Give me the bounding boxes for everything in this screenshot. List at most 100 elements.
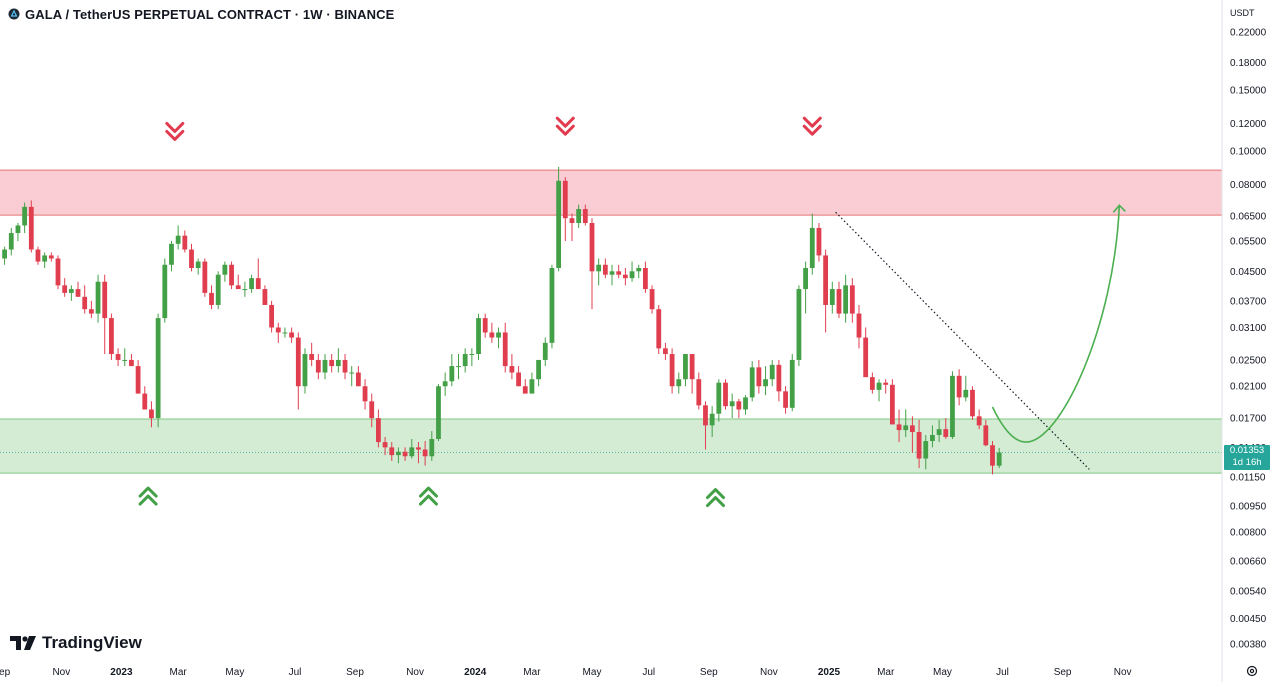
candle-body	[282, 332, 288, 334]
chevron-stroke	[705, 496, 725, 508]
candle	[109, 313, 114, 360]
candle-body	[803, 267, 808, 290]
time-tick-label: Jul	[996, 667, 1009, 678]
price-tick-label: 0.10000	[1230, 146, 1267, 157]
candle-body	[456, 366, 461, 368]
candle-body	[396, 451, 401, 456]
candle-body	[309, 354, 315, 360]
candle	[542, 337, 548, 367]
candle-body	[88, 309, 94, 314]
time-tick-label: Sep	[0, 667, 11, 678]
candle	[489, 322, 495, 343]
candle-body	[35, 249, 41, 262]
candle-body	[809, 227, 815, 268]
candle-body	[916, 432, 922, 459]
candle-body	[462, 354, 468, 367]
candle-body	[963, 389, 969, 398]
double-chevron-down-icon	[802, 116, 822, 136]
chevron-stroke	[418, 494, 438, 506]
candle-body	[930, 434, 935, 442]
candle	[162, 258, 168, 323]
candle-body	[683, 354, 688, 380]
candle	[422, 441, 428, 466]
candle	[95, 274, 101, 323]
candle-body	[109, 318, 114, 355]
candle-body	[903, 425, 909, 431]
double-chevron-down-icon	[555, 116, 575, 136]
candle	[883, 379, 889, 394]
candle-body	[42, 255, 48, 262]
candle	[456, 354, 461, 380]
candle-body	[329, 359, 335, 367]
candle	[382, 436, 388, 456]
candle-body	[736, 401, 742, 410]
time-tick-label: May	[583, 667, 602, 678]
time-tick-label: Nov	[760, 667, 778, 678]
candle-body	[322, 359, 328, 373]
candle	[2, 246, 7, 265]
currency-label[interactable]: USDT	[1230, 8, 1255, 18]
candle-body	[542, 342, 548, 360]
candle-body	[789, 359, 795, 408]
candle	[449, 354, 455, 387]
candle-body	[482, 318, 488, 333]
candle	[856, 304, 862, 349]
tradingview-logo-icon	[10, 636, 36, 650]
candle-body	[596, 264, 602, 272]
chevron-stroke	[802, 116, 822, 128]
price-tick-label: 0.01150	[1230, 473, 1266, 484]
candle	[289, 327, 295, 343]
candle	[663, 342, 668, 360]
time-axis[interactable]: Sep Nov 2023 Mar May Jul Sep Nov 2024 Mar May Jul Se…	[0, 667, 1132, 678]
candle-body	[536, 359, 541, 380]
candle-body	[355, 372, 361, 387]
candle	[342, 354, 348, 380]
candle-body	[783, 391, 788, 408]
candle-body	[295, 337, 301, 387]
candle-body	[315, 359, 321, 373]
candle-body	[376, 418, 381, 443]
candle	[950, 371, 955, 439]
candle-body	[849, 285, 855, 314]
gear-icon[interactable]	[1245, 664, 1259, 678]
candle	[182, 230, 188, 253]
candle	[75, 281, 81, 297]
candle-body	[569, 218, 575, 223]
candle-body	[522, 386, 528, 394]
candle-body	[996, 452, 1002, 466]
candle	[836, 281, 842, 319]
price-tick-label: 0.00800	[1230, 527, 1267, 538]
tradingview-logo[interactable]: TradingView	[10, 632, 142, 654]
price-tick-label: 0.22000	[1230, 28, 1267, 39]
candle-body	[723, 382, 728, 407]
candle	[55, 255, 61, 290]
candle-body	[149, 409, 154, 419]
candle-body	[869, 377, 875, 390]
price-tick-label: 0.02100	[1230, 382, 1267, 393]
candle	[703, 401, 708, 450]
candle	[22, 202, 28, 234]
candle-body	[269, 304, 274, 328]
candle-body	[876, 382, 882, 390]
candle	[522, 379, 528, 394]
price-tick-label: 0.00660	[1230, 556, 1267, 567]
candle	[202, 258, 208, 297]
candle-body	[609, 271, 615, 275]
price-axis[interactable]: 0.22000 0.18000 0.15000 0.12000 0.10000 0.080…	[1221, 0, 1267, 682]
candle-body	[676, 379, 682, 387]
chevron-stroke	[555, 124, 575, 136]
candle	[135, 359, 141, 394]
double-chevron-up-icon	[418, 486, 438, 506]
candle	[769, 359, 775, 387]
candle	[963, 375, 969, 402]
chart-title: GALA / TetherUS PERPETUAL CONTRACT · 1W …	[8, 4, 394, 24]
price-tick-label: 0.04500	[1230, 267, 1267, 278]
price-tick-label: 0.12000	[1230, 119, 1267, 130]
candle	[262, 285, 268, 305]
candle	[716, 379, 722, 422]
time-tick-label: Mar	[170, 667, 188, 678]
candle	[596, 258, 602, 286]
chevron-stroke	[165, 121, 185, 133]
projection-curve	[991, 205, 1121, 443]
